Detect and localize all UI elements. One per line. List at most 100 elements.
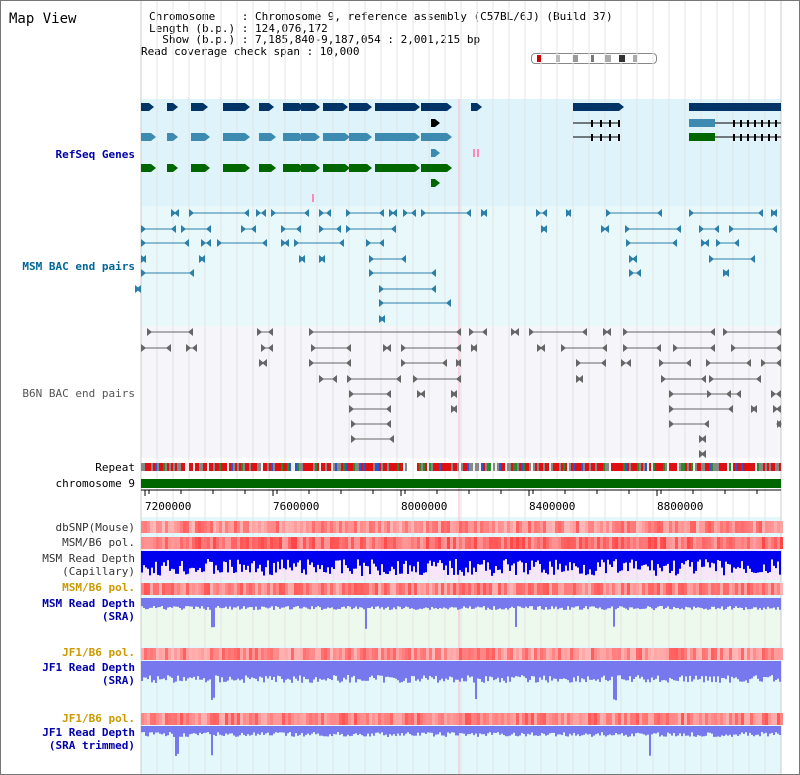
- msm-pol-strip: [348, 537, 351, 549]
- msm-pol-strip: [666, 583, 669, 595]
- msm-pol-strip: [699, 537, 702, 549]
- jf1-trimmed-depth: [181, 726, 183, 737]
- jf1-pol-strip: [249, 648, 252, 660]
- gene-feature: [471, 103, 477, 111]
- msm-sra-depth: [393, 598, 395, 608]
- jf1-trimmed-depth: [447, 726, 449, 733]
- jf1-pol-strip: [768, 648, 771, 660]
- msm-sra-depth: [309, 598, 311, 610]
- msm-pol-strip: [663, 583, 666, 595]
- msm-capillary-depth: [215, 551, 217, 566]
- jf1-sra-depth: [209, 661, 211, 680]
- repeat-block: [765, 463, 767, 471]
- jf1-pol-strip: [696, 713, 699, 725]
- jf1-trimmed-depth: [665, 726, 667, 737]
- jf1-sra-depth: [199, 661, 201, 680]
- msm-capillary-depth: [155, 551, 157, 562]
- jf1-trimmed-depth: [313, 726, 315, 733]
- jf1-pol-strip: [621, 713, 624, 725]
- jf1-trimmed-depth: [653, 726, 655, 734]
- msm-capillary-depth: [231, 551, 233, 567]
- msm-pol-strip: [540, 583, 543, 595]
- jf1-trimmed-depth: [475, 726, 477, 734]
- msm-sra-depth: [277, 598, 279, 608]
- msm-capillary-depth: [437, 551, 439, 563]
- jf1-sra-depth: [593, 661, 595, 680]
- msm-capillary-depth: [311, 551, 313, 563]
- msm-capillary-depth: [485, 551, 487, 571]
- dbsnp-strip: [162, 521, 165, 533]
- msm-pol-strip: [333, 583, 336, 595]
- msm-capillary-depth: [285, 551, 287, 570]
- msm-capillary-depth: [277, 551, 279, 562]
- dbsnp-strip: [480, 521, 483, 533]
- jf1-pol-strip: [720, 648, 723, 660]
- jf1-sra-depth: [261, 661, 263, 678]
- jf1-trimmed-depth: [503, 726, 505, 736]
- bac-end-marker: [326, 209, 331, 217]
- jf1-pol-strip: [438, 713, 441, 725]
- msm-sra-depth: [287, 598, 289, 607]
- jf1-pol-strip: [315, 648, 318, 660]
- bac-end-marker: [256, 209, 261, 217]
- jf1-sra-depth: [327, 661, 329, 679]
- msm-sra-depth: [269, 598, 271, 608]
- jf1-pol-strip: [246, 713, 249, 725]
- bac-end-marker: [403, 209, 408, 217]
- msm-sra-depth: [247, 598, 249, 608]
- jf1-trimmed-depth: [679, 726, 681, 734]
- repeat-block: [201, 463, 203, 471]
- jf1-pol-strip: [723, 713, 726, 725]
- msm-pol-strip: [501, 537, 504, 549]
- msm-pol-strip: [375, 583, 378, 595]
- jf1-trimmed-depth: [291, 726, 293, 737]
- bac-end-marker: [171, 209, 176, 217]
- jf1-sra-depth: [731, 661, 733, 677]
- jf1-trimmed-depth: [775, 726, 777, 733]
- jf1-pol-strip: [357, 713, 360, 725]
- jf1-trimmed-depth: [429, 726, 431, 733]
- jf1-pol-strip: [642, 648, 645, 660]
- jf1-sra-depth: [305, 661, 307, 680]
- jf1-sra-depth: [145, 661, 147, 678]
- repeat-block: [523, 463, 525, 471]
- dbsnp-strip: [597, 521, 600, 533]
- jf1-pol-strip: [441, 713, 444, 725]
- msm-sra-depth: [429, 598, 431, 610]
- bac-end-marker: [411, 209, 416, 217]
- jf1-trimmed-depth: [673, 726, 675, 733]
- jf1-trimmed-depth: [215, 726, 217, 736]
- jf1-trimmed-depth: [409, 726, 411, 734]
- msm-sra-depth: [179, 598, 181, 609]
- jf1-pol-strip: [366, 648, 369, 660]
- ideogram-band: [591, 55, 594, 62]
- jf1-sra-depth: [207, 661, 209, 681]
- msm-sra-depth: [381, 598, 383, 608]
- msm-sra-depth: [619, 598, 621, 607]
- dbsnp-strip: [498, 521, 501, 533]
- jf1-pol-strip: [225, 713, 228, 725]
- jf1-trimmed-depth: [737, 726, 739, 736]
- jf1-pol-strip: [207, 648, 210, 660]
- dbsnp-strip: [300, 521, 303, 533]
- jf1-trimmed-depth: [383, 726, 385, 736]
- dbsnp-strip: [363, 521, 366, 533]
- msm-pol-strip: [201, 583, 204, 595]
- bac-end-marker: [776, 359, 781, 367]
- bac-end-marker: [339, 239, 344, 247]
- gene-feature: [167, 103, 173, 111]
- msm-pol-strip: [702, 583, 705, 595]
- jf1-pol-strip: [594, 648, 597, 660]
- repeat-block: [493, 463, 495, 471]
- msm-capillary-depth: [187, 551, 189, 574]
- msm-sra-depth: [325, 598, 327, 609]
- repeat-block: [595, 463, 597, 471]
- msm-pol-strip: [660, 583, 663, 595]
- msm-sra-depth: [289, 598, 291, 610]
- msm-sra-depth: [725, 598, 727, 609]
- msm-sra-depth: [685, 598, 687, 607]
- msm-sra-depth: [279, 598, 281, 609]
- jf1-pol-strip: [462, 713, 465, 725]
- msm-pol-strip: [699, 583, 702, 595]
